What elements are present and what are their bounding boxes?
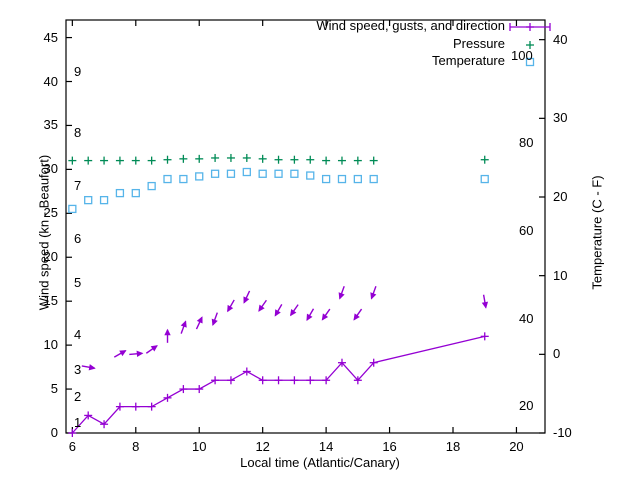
marker-square: [195, 172, 204, 181]
gust-arrow-head: [481, 301, 489, 309]
marker-square: [131, 188, 140, 198]
y-tick-label-right: 10: [553, 267, 568, 283]
gust-arrow-head: [290, 309, 297, 317]
legend-label-0: Wind speed, gusts, and direction: [316, 18, 505, 33]
y-tick-label-left: 15: [43, 293, 58, 309]
marker-square: [147, 181, 156, 191]
y-tick-label-left: 0: [50, 425, 58, 440]
gust-arrow-head: [88, 364, 96, 371]
x-tick-label: 16: [382, 439, 397, 454]
marker-square: [84, 195, 93, 205]
legend-sample-2: [525, 57, 535, 67]
gust-arrow-head: [258, 304, 265, 312]
marker-square: [369, 174, 378, 184]
legend-label-2: Temperature: [432, 53, 505, 68]
gust-arrow-head: [150, 345, 158, 352]
gust-arrow-head: [164, 328, 171, 336]
gust-arrow-head: [211, 318, 218, 326]
marker-square: [258, 169, 267, 178]
fahrenheit-scale-label: 20: [519, 398, 534, 414]
legend-label-1: Pressure: [452, 36, 505, 51]
gust-arrow-head: [338, 292, 345, 300]
y-tick-label-left: 20: [43, 249, 58, 265]
beaufort-scale-label: 5: [74, 274, 82, 290]
marker-square: [274, 169, 283, 178]
gust-arrow-head: [306, 313, 313, 321]
marker-square: [242, 167, 251, 177]
fahrenheit-scale-label: 100: [511, 47, 533, 63]
marker-square: [525, 57, 535, 67]
y-axis-left-title: Wind speed (kn - Beaufort): [36, 154, 52, 311]
legend-sample-0: [509, 23, 551, 31]
series-line: [71, 335, 485, 434]
marker-square: [115, 188, 125, 198]
y-tick-label-right: -10: [553, 425, 572, 440]
marker-square: [290, 169, 299, 178]
beaufort-scale-label: 3: [74, 362, 82, 378]
beaufort-scale-label: 1: [74, 415, 82, 431]
legend-sample-1: [526, 41, 534, 49]
gust-arrow-head: [353, 313, 360, 321]
plot-frame: [65, 19, 546, 434]
y-tick-label-right: 30: [553, 110, 568, 126]
beaufort-scale-label: 7: [74, 177, 82, 193]
gust-arrow-head: [227, 304, 234, 313]
y-tick-label-left: 5: [50, 381, 58, 397]
gust-arrow-head: [180, 320, 187, 328]
y-tick-label-left: 45: [43, 29, 58, 45]
marker-square: [306, 171, 315, 180]
fahrenheit-scale-label: 60: [519, 222, 534, 238]
gust-arrow-head: [274, 309, 281, 317]
marker-square: [226, 169, 236, 178]
marker-square: [179, 174, 188, 184]
gust-arrow-head: [243, 296, 250, 304]
beaufort-scale-label: 2: [74, 388, 82, 404]
gust-arrow-head: [196, 316, 203, 324]
x-tick-label: 18: [445, 439, 461, 454]
x-tick-label: 14: [318, 439, 334, 454]
y-tick-label-right: 0: [553, 346, 561, 362]
marker-square: [99, 195, 109, 205]
beaufort-scale-label: 6: [74, 230, 82, 246]
gust-arrow-head: [370, 292, 377, 300]
series-wind-speed-gusts-and-direction: [68, 332, 489, 437]
marker-square: [68, 204, 77, 214]
marker-square: [480, 174, 489, 184]
gust-arrow-head: [136, 350, 144, 358]
marker-square: [337, 174, 347, 184]
y-tick-label-right: 20: [553, 189, 568, 204]
x-axis-title: Local time (Atlantic/Canary): [240, 455, 400, 470]
fahrenheit-scale-label: 40: [519, 310, 534, 326]
x-tick-label: 8: [132, 439, 140, 454]
x-tick-label: 20: [509, 439, 524, 454]
y-tick-label-left: 10: [43, 337, 58, 353]
marker-square: [353, 174, 362, 184]
series-pressure: [68, 153, 489, 165]
x-tick-label: 12: [255, 439, 270, 454]
marker-square: [321, 174, 331, 184]
y-axis-right-title: Temperature (C - F): [589, 175, 605, 290]
y-tick-label-left: 40: [43, 73, 58, 89]
series-temperature: [68, 167, 489, 214]
gust-arrow-head: [321, 313, 329, 321]
y-tick-label-right: 40: [553, 31, 568, 47]
y-tick-label-left: 25: [43, 205, 58, 221]
beaufort-scale-label: 9: [74, 63, 82, 79]
beaufort-scale-label: 8: [74, 125, 82, 141]
gust-arrow-group: [81, 286, 489, 371]
fahrenheit-scale-label: 80: [519, 135, 534, 151]
x-tick-label: 6: [68, 439, 76, 454]
x-tick-label: 10: [191, 439, 207, 454]
y-tick-label-left: 35: [43, 117, 58, 133]
marker-square: [210, 169, 220, 178]
beaufort-scale-label: 4: [74, 327, 82, 343]
marker-square: [163, 174, 172, 184]
gust-arrow-head: [119, 350, 127, 357]
y-tick-label-left: 30: [43, 161, 58, 177]
